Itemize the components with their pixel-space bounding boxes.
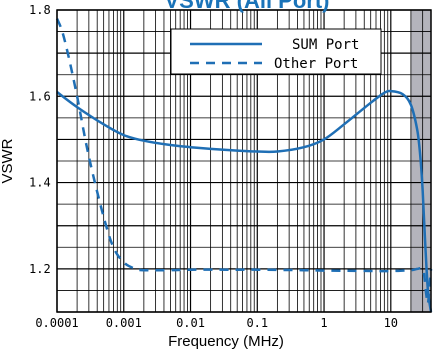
legend-label-sum-port: SUM Port: [292, 37, 359, 53]
x-tick-label: 0.1: [246, 316, 268, 330]
y-tick-label: 1.2: [29, 262, 51, 276]
chart-title: VSWR (All Port): [165, 0, 330, 13]
x-tick-label: 0.0001: [35, 316, 78, 330]
x-tick-label: 1: [320, 316, 327, 330]
series-layer: [55, 18, 433, 313]
legend: SUM Port Other Port: [170, 28, 382, 75]
x-tick-label: 10: [384, 316, 398, 330]
x-tick-label: 0.01: [176, 316, 205, 330]
y-axis-title: VSWR: [0, 138, 16, 183]
series-line-other-port: [55, 18, 433, 305]
y-tick-label: 1.6: [29, 89, 51, 103]
legend-label-other-port: Other Port: [274, 56, 358, 72]
series-line-sum-port: [56, 89, 433, 313]
y-tick-label: 1.4: [29, 176, 51, 190]
x-axis-title: Frequency (MHz): [168, 333, 284, 349]
legend-box: [170, 28, 382, 75]
tick-label-layer: 0.0001 0.001 0.01 0.1 1 10 1.2 1.4 1.6 1.8: [29, 3, 398, 330]
x-tick-label: 0.001: [106, 316, 142, 330]
y-tick-label: 1.8: [29, 3, 51, 17]
plot-frame: [56, 9, 432, 313]
